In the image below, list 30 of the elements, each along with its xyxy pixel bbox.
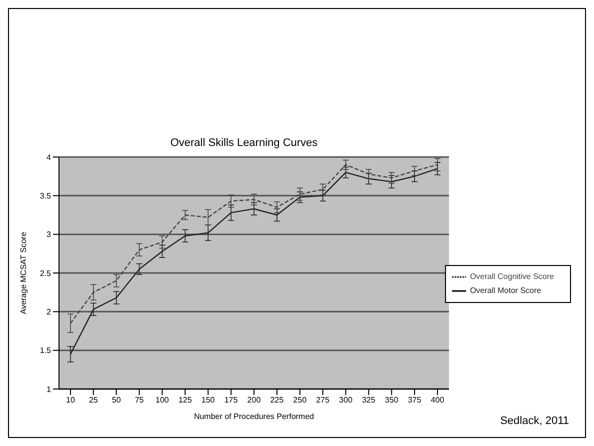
x-tick-label: 400 bbox=[430, 396, 445, 405]
y-tick-label: 1 bbox=[46, 384, 52, 394]
y-tick-label: 3.5 bbox=[40, 192, 52, 201]
x-tick-label: 225 bbox=[270, 396, 284, 405]
x-tick-label: 275 bbox=[316, 396, 330, 405]
x-tick-label: 150 bbox=[201, 396, 216, 405]
y-tick-label: 2.5 bbox=[40, 268, 52, 278]
x-tick-label: 50 bbox=[112, 396, 122, 405]
x-tick-label: 25 bbox=[88, 396, 98, 405]
chart-title: Overall Skills Learning Curves bbox=[169, 137, 319, 149]
y-tick-label: 3 bbox=[46, 230, 52, 240]
x-tick-label: 75 bbox=[134, 396, 144, 405]
text: Sedlack, 2011 bbox=[500, 415, 569, 427]
x-tick-label: 350 bbox=[384, 396, 399, 405]
x-tick-label: 175 bbox=[224, 396, 238, 405]
x-tick-label: 250 bbox=[293, 396, 308, 405]
x-axis-title: Number of Procedures Performed bbox=[194, 412, 314, 421]
y-tick-label: 1.5 bbox=[40, 346, 52, 356]
legend-label: Overall Cognitive Score bbox=[470, 272, 554, 282]
y-tick-label: 4 bbox=[46, 152, 52, 162]
legend-label: Overall Motor Score bbox=[470, 286, 542, 296]
y-axis-title: Average MCSAT Score bbox=[18, 231, 28, 314]
y-tick-label: 2 bbox=[46, 308, 52, 317]
x-tick-label: 200 bbox=[247, 396, 262, 405]
x-tick-label: 300 bbox=[339, 396, 353, 405]
x-tick-label: 10 bbox=[66, 396, 76, 405]
x-tick-label: 375 bbox=[408, 396, 422, 405]
x-tick-label: 100 bbox=[156, 396, 170, 405]
x-tick-label: 125 bbox=[178, 396, 192, 405]
x-tick-label: 325 bbox=[362, 396, 376, 405]
